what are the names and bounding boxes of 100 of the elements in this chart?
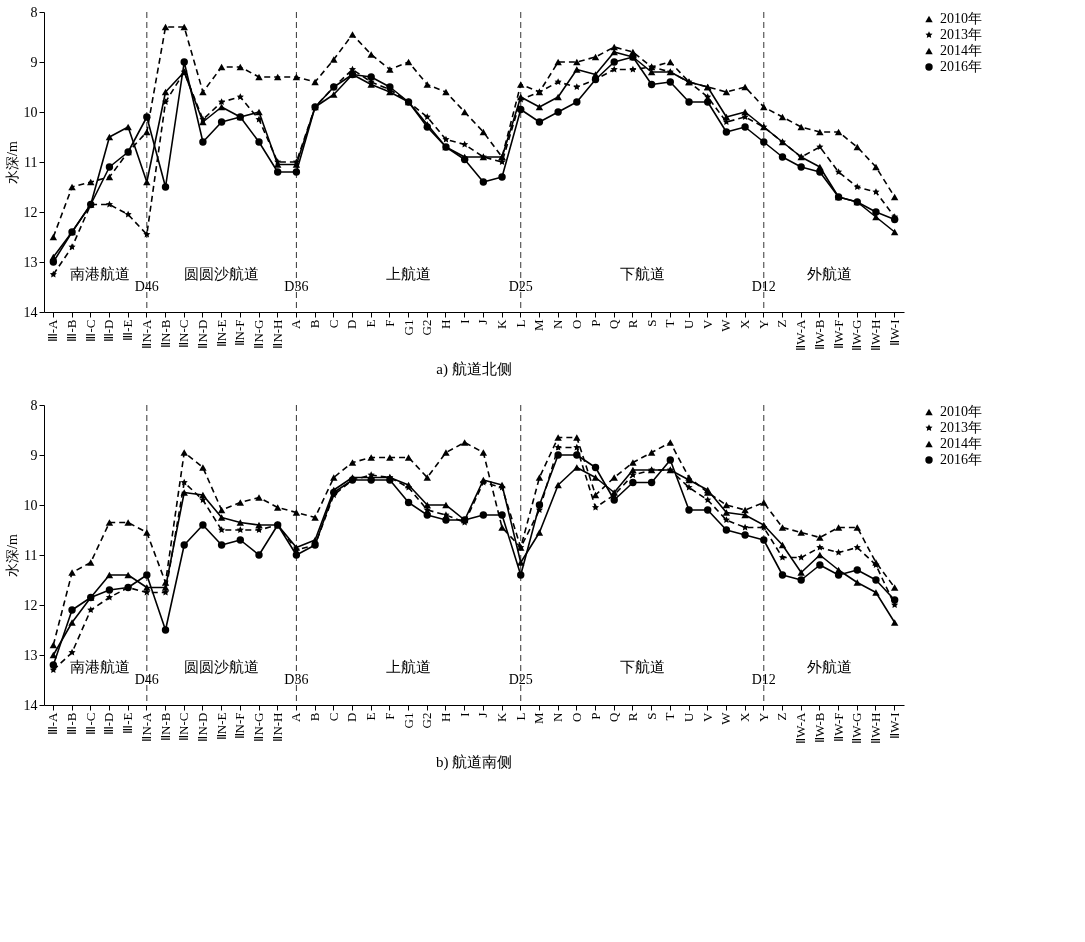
x-tick-label: ⅡN-G (251, 319, 266, 349)
x-tick-label: B (307, 712, 323, 722)
annotation: 下航道 (619, 266, 665, 282)
x-tick-label: ⅡN-H (269, 319, 285, 349)
x-tick-label: G1 (400, 712, 416, 729)
x-tick-label: W (718, 711, 734, 725)
x-tick-label: R (624, 712, 640, 722)
x-tick-label: Y (755, 318, 771, 329)
x-tick-label: Ⅲ-A (45, 318, 61, 343)
annotation: 外航道 (806, 659, 852, 675)
x-tick-label: S (643, 319, 659, 327)
x-tick-label: Q (606, 318, 622, 329)
x-tick-label: ⅡW-A (793, 318, 809, 351)
ref-line-label: D36 (284, 279, 309, 294)
annotation: 上航道 (386, 266, 432, 282)
x-tick-label: S (643, 712, 659, 720)
x-tick-label: G2 (419, 319, 435, 336)
y-axis-title: 水深/m (4, 141, 20, 184)
x-tick-label: Ⅲ-E (120, 712, 136, 734)
annotation: 南港航道 (70, 266, 131, 282)
y-tick-label: 8 (30, 4, 38, 20)
ref-line-label: D12 (751, 672, 776, 687)
x-tick-label: P (587, 712, 603, 720)
x-tick-label: H (437, 319, 453, 329)
ref-line-label: D25 (508, 672, 533, 687)
legend-label: 2016年 (940, 452, 982, 467)
text: a) 航道北侧 (436, 361, 512, 379)
x-tick-label: J (475, 712, 491, 718)
x-tick-label: ⅡN-G (251, 712, 266, 742)
x-tick-label: F (381, 319, 397, 327)
x-tick-label: D (344, 712, 360, 722)
x-tick-label: ⅡW-I (886, 712, 902, 739)
x-tick-label: Ⅲ-A (45, 711, 61, 736)
x-tick-label: K (494, 711, 510, 722)
x-tick-label: ⅡW-F (830, 712, 846, 742)
x-tick-label: ⅡW-H (867, 712, 883, 744)
x-tick-label: E (363, 712, 379, 721)
y-tick-label: 10 (23, 104, 38, 120)
legend-label: 2016年 (940, 59, 982, 74)
x-tick-label: ⅡW-B (811, 319, 827, 351)
x-tick-label: ⅡN-C (176, 712, 192, 741)
x-tick-label: I (456, 712, 472, 717)
x-tick-label: ⅡN-B (157, 712, 173, 741)
x-tick-label: C (325, 712, 341, 722)
y-tick-label: 13 (23, 647, 38, 663)
x-tick-label: V (699, 711, 715, 722)
x-tick-label: D (344, 319, 360, 329)
x-tick-label: ⅡN-C (176, 319, 192, 348)
legend-label: 2014年 (940, 436, 982, 451)
x-tick-label: ⅡN-E (213, 712, 229, 741)
x-tick-label: ⅡN-A (138, 711, 154, 742)
annotation: 圆圆沙航道 (184, 659, 260, 675)
x-tick-label: ⅡN-D (194, 319, 210, 349)
x-tick-label: Z (774, 319, 790, 328)
annotation: 外航道 (806, 266, 852, 282)
ref-line-label: D36 (284, 672, 309, 687)
y-tick-label: 13 (23, 254, 38, 270)
x-tick-label: B (307, 319, 323, 329)
x-tick-label: F (381, 712, 397, 720)
y-tick-label: 8 (30, 397, 38, 413)
annotation: 圆圆沙航道 (184, 266, 260, 282)
annotation: 南港航道 (70, 659, 131, 675)
x-tick-label: ⅡN-E (213, 319, 229, 348)
x-tick-label: Ⅲ-B (64, 712, 80, 735)
x-tick-label: ⅡW-A (793, 711, 809, 744)
y-tick-label: 9 (30, 54, 38, 70)
x-tick-label: L (512, 319, 528, 328)
x-tick-label: N (550, 318, 566, 329)
x-tick-label: ⅡW-H (867, 319, 883, 351)
x-tick-label: X (737, 318, 753, 329)
legend-label: 2014年 (940, 43, 982, 58)
x-tick-label: A (288, 318, 304, 329)
x-tick-label: Y (755, 711, 771, 722)
x-tick-label: ⅡW-G (849, 319, 865, 351)
x-tick-label: W (718, 318, 734, 332)
y-tick-label: 12 (23, 204, 38, 220)
annotation: 上航道 (386, 659, 432, 675)
x-tick-label: I (456, 319, 472, 324)
y-tick-label: 10 (23, 497, 38, 513)
x-tick-label: A (288, 711, 304, 722)
x-tick-label: N (550, 711, 566, 722)
x-tick-label: ⅡN-D (194, 712, 210, 742)
x-tick-label: L (512, 712, 528, 721)
x-tick-label: M (531, 319, 547, 332)
x-tick-label: O (568, 319, 584, 329)
x-tick-label: ⅡN-F (232, 712, 248, 740)
x-tick-label: U (681, 711, 696, 722)
x-tick-label: J (475, 319, 491, 325)
x-tick-label: V (699, 318, 715, 329)
x-tick-label: ⅡN-B (157, 319, 173, 348)
x-tick-label: C (325, 319, 341, 329)
x-tick-label: X (737, 711, 753, 722)
x-tick-label: Z (774, 712, 790, 721)
x-tick-label: Ⅲ-E (120, 319, 136, 341)
y-tick-label: 11 (24, 154, 38, 170)
ref-line-label: D46 (134, 672, 159, 687)
y-tick-label: 14 (23, 304, 38, 320)
x-tick-label: Ⅲ-D (101, 712, 117, 736)
x-tick-label: G1 (400, 319, 416, 336)
x-tick-label: T (662, 319, 678, 328)
